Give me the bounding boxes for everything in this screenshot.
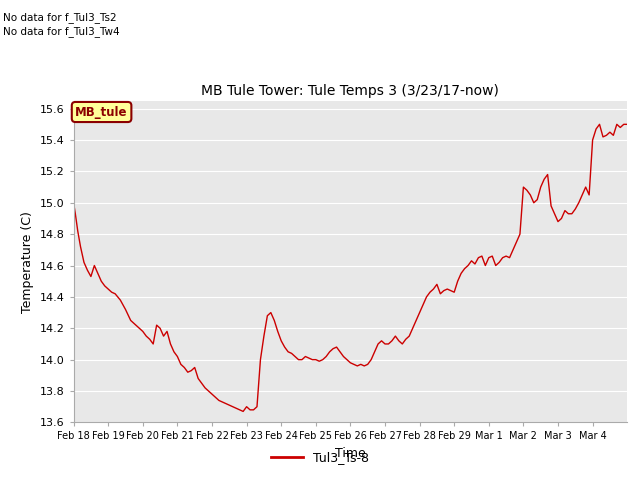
Text: No data for f_Tul3_Tw4: No data for f_Tul3_Tw4	[3, 26, 120, 37]
Text: MB_tule: MB_tule	[76, 106, 128, 119]
X-axis label: Time: Time	[335, 447, 366, 460]
Y-axis label: Temperature (C): Temperature (C)	[21, 211, 34, 312]
Text: No data for f_Tul3_Ts2: No data for f_Tul3_Ts2	[3, 12, 117, 23]
Title: MB Tule Tower: Tule Temps 3 (3/23/17-now): MB Tule Tower: Tule Temps 3 (3/23/17-now…	[202, 84, 499, 98]
Legend: Tul3_Ts-8: Tul3_Ts-8	[266, 446, 374, 469]
